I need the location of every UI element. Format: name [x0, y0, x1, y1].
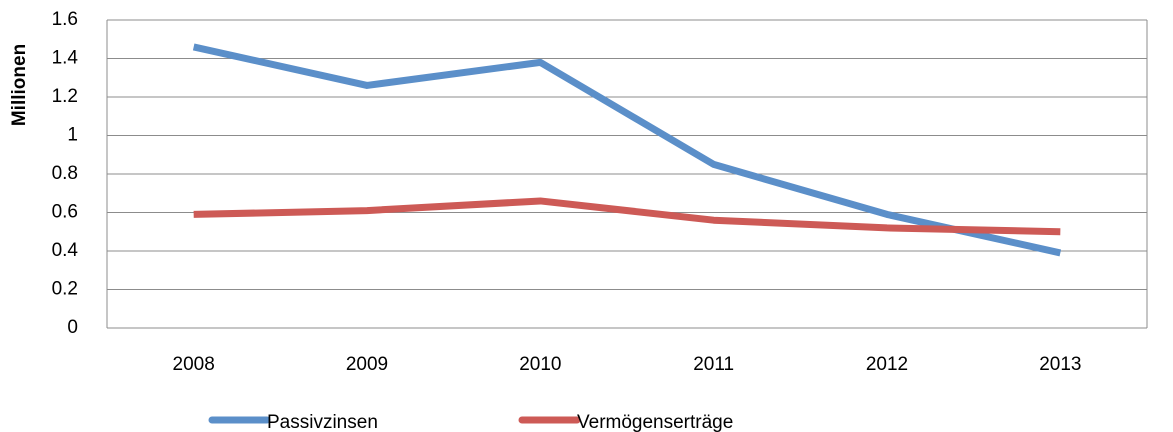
y-tick-label: 0.2 — [52, 279, 78, 300]
y-tick-label: 0.4 — [52, 240, 79, 261]
y-tick-label: 0.8 — [52, 163, 78, 184]
y-tick-label: 0.6 — [52, 202, 78, 223]
x-tick-label: 2011 — [693, 354, 734, 375]
y-tick-label: 0 — [67, 317, 78, 338]
legend-label: Vermögenserträge — [577, 412, 733, 432]
line-series — [192, 43, 1062, 257]
y-tick-label: 1 — [67, 125, 78, 146]
y-tick-label: 1.4 — [52, 48, 79, 69]
x-tick-label: 2008 — [173, 354, 215, 375]
legend-label: Passivzinsen — [267, 412, 378, 432]
x-tick-label: 2009 — [346, 354, 388, 375]
y-tick-label: 1.6 — [52, 9, 78, 30]
x-tick-label: 2013 — [1039, 354, 1081, 375]
y-axis-label: Millionen — [9, 44, 30, 126]
x-tick-label: 2010 — [519, 354, 561, 375]
y-tick-label: 1.2 — [52, 86, 78, 107]
line-series — [193, 197, 1061, 236]
x-tick-label: 2012 — [866, 354, 908, 375]
